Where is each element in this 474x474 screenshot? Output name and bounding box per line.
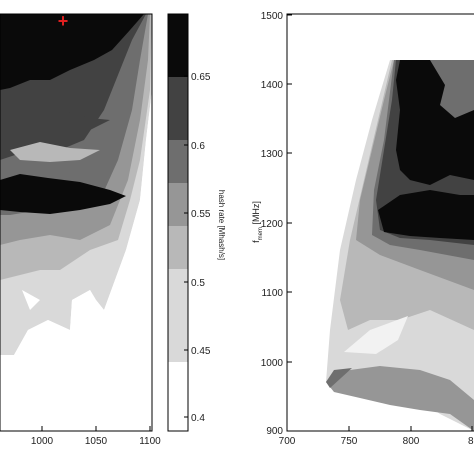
- right-ytick-label: 900: [266, 426, 283, 437]
- right-region-dark-lower: [326, 368, 352, 388]
- left-xtick-label: 1100: [139, 436, 161, 447]
- right-contour-plot: [287, 14, 474, 431]
- right-ylabel: fmem [MHz]: [251, 201, 264, 243]
- right-ytick-label: 1400: [261, 80, 284, 91]
- colorbar-tick-label: 0.4: [191, 413, 205, 424]
- right-xtick-label: 750: [341, 436, 358, 447]
- colorbar-swatch: [168, 226, 188, 269]
- right-xtick-label: 700: [279, 436, 296, 447]
- right-region-white-pocket: [344, 316, 408, 354]
- right-ytick-label: 1100: [261, 288, 283, 299]
- left-axes-frame: [0, 13, 153, 432]
- colorbar-tick-label: 0.5: [191, 278, 205, 289]
- colorbar-tick-label: 0.65: [191, 72, 211, 83]
- right-region-gray-patch: [430, 60, 474, 118]
- right-ytick-label: 1500: [261, 11, 284, 22]
- right-xtick-label: 8: [468, 436, 474, 447]
- right-ytick-marks: [287, 14, 292, 432]
- left-region-lighter-streak: [10, 142, 100, 162]
- left-region-notch: [22, 290, 40, 310]
- right-region-black-lower: [378, 190, 474, 240]
- colorbar-label: hash rate [Mhash/s]: [217, 190, 226, 260]
- colorbar-swatch: [168, 362, 188, 431]
- right-ylabel-unit: [MHz]: [251, 201, 261, 227]
- left-region-black-band: [0, 174, 126, 214]
- right-ylabel-sub: mem: [258, 227, 264, 240]
- colorbar-swatch: [168, 269, 188, 362]
- right-xtick-label: 800: [403, 436, 420, 447]
- left-panel: + 1000 1050 1100: [0, 11, 161, 447]
- left-xtick-label: 1050: [85, 436, 108, 447]
- left-xtick-label: 1000: [31, 436, 54, 447]
- right-region-gray-lower: [326, 366, 474, 431]
- colorbar-tick-label: 0.45: [191, 346, 211, 357]
- right-ytick-label: 1200: [261, 219, 284, 230]
- colorbar-tick-label: 0.55: [191, 209, 211, 220]
- right-ytick-label: 1300: [261, 149, 284, 160]
- colorbar-swatch: [168, 140, 188, 183]
- right-ytick-label: 1000: [261, 358, 284, 369]
- colorbar-swatch: [168, 183, 188, 226]
- colorbar: 0.65 0.6 0.55 0.5 0.45 0.4 hash rate [Mh…: [167, 13, 226, 432]
- right-ylabel-main: f: [251, 240, 261, 243]
- left-region-dark-streak: [0, 104, 110, 134]
- colorbar-swatch: [168, 77, 188, 140]
- right-xtick-marks: [286, 426, 473, 431]
- colorbar-frame: [167, 13, 189, 432]
- colorbar-tick-label: 0.6: [191, 141, 205, 152]
- left-region-black-top: [0, 14, 144, 90]
- right-panel: 900 1000 1100 1200 1300 1400 1500 fmem […: [251, 11, 474, 447]
- left-contour-plot: [0, 14, 152, 431]
- optimum-marker: +: [58, 11, 69, 31]
- colorbar-swatch: [168, 14, 188, 77]
- left-region-white-bottom: [0, 90, 152, 431]
- colorbar-ticks: [184, 75, 188, 418]
